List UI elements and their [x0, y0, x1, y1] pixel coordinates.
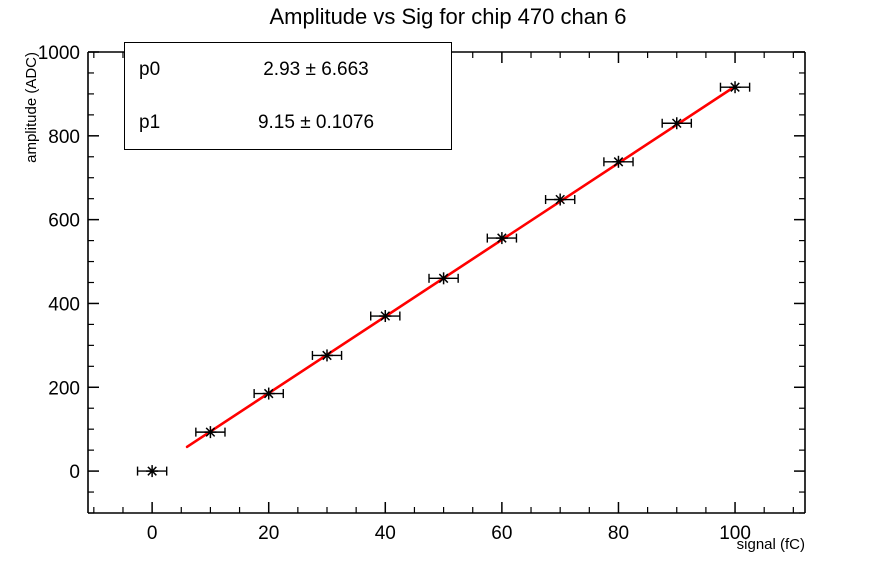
y-tick-label: 0	[69, 462, 80, 483]
x-tick-label: 60	[491, 523, 512, 544]
x-tick-label: 0	[147, 523, 158, 544]
page-title: Amplitude vs Sig for chip 470 chan 6	[269, 4, 627, 29]
data-point	[195, 426, 226, 439]
data-point	[428, 272, 459, 285]
data-point	[719, 81, 751, 94]
marker-ray	[559, 194, 565, 201]
stats-row-p0: p0 2.93 ± 6.663	[125, 43, 451, 96]
data-point	[311, 349, 343, 362]
data-point	[486, 232, 518, 245]
data-point	[253, 387, 284, 400]
y-axis-title: amplitude (ADC)	[23, 52, 40, 163]
data-points	[136, 81, 751, 478]
y-tick-label: 200	[48, 378, 80, 399]
marker-ray	[209, 427, 216, 433]
marker-ray	[617, 157, 624, 163]
stats-row-p1: p1 9.15 ± 0.1076	[125, 96, 451, 149]
stats-label-p1: p1	[139, 111, 161, 133]
fit-stats-box: p0 2.93 ± 6.663 p1 9.15 ± 0.1076	[124, 42, 452, 150]
x-tick-label: 100	[719, 523, 751, 544]
data-point	[544, 193, 576, 206]
stats-value-p0: 2.93 ± 6.663	[263, 58, 369, 80]
fit-line	[185, 85, 737, 449]
x-tick-label: 80	[608, 523, 629, 544]
stats-label-p0: p0	[139, 58, 161, 80]
y-tick-label: 800	[48, 127, 80, 148]
y-tick-label: 400	[48, 294, 80, 315]
data-point	[136, 465, 168, 478]
y-tick-label: 1000	[38, 43, 80, 64]
marker-ray	[151, 466, 157, 472]
marker-ray	[326, 350, 332, 356]
data-point	[370, 310, 401, 323]
x-axis-title: signal (fC)	[737, 536, 805, 553]
data-point	[603, 155, 634, 168]
data-point	[661, 117, 693, 130]
marker-ray	[443, 273, 449, 279]
stats-value-p1: 9.15 ± 0.1076	[257, 111, 375, 133]
marker-ray	[384, 311, 391, 317]
y-tick-label: 600	[48, 211, 80, 232]
marker-ray	[268, 388, 274, 395]
x-tick-label: 40	[375, 523, 396, 544]
x-tick-label: 20	[258, 523, 279, 544]
marker-ray	[734, 82, 740, 88]
marker-ray	[501, 233, 507, 239]
marker-ray	[676, 118, 682, 124]
